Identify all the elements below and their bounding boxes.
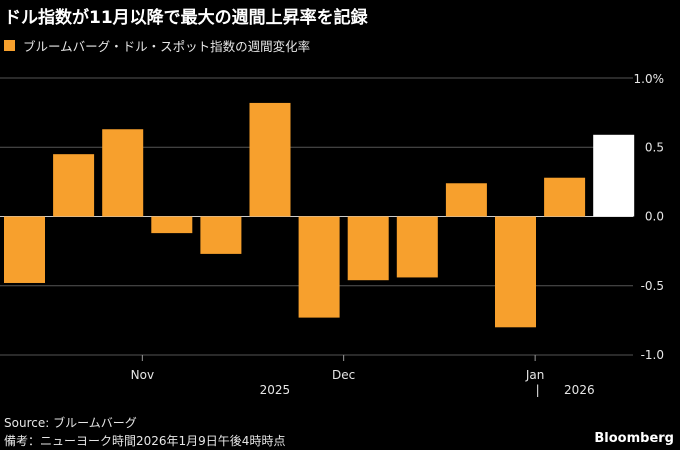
year-separator: | xyxy=(536,383,540,397)
y-tick-label: -1.0 xyxy=(641,348,664,362)
bar xyxy=(151,216,193,234)
y-tick-label: 0.5 xyxy=(645,140,664,154)
bar xyxy=(298,216,340,318)
bar xyxy=(593,134,635,217)
y-tick-label: 1.0% xyxy=(634,72,665,86)
bar xyxy=(495,216,536,328)
bloomberg-logo: Bloomberg xyxy=(594,431,674,446)
bar xyxy=(200,216,242,254)
legend: ブルームバーグ・ドル・スポット指数の週間変化率 xyxy=(4,36,310,55)
bar xyxy=(102,129,144,217)
y-tick-label: 0.0 xyxy=(645,210,664,224)
bar-chart: 1.0% 0.5 0.0 -0.5 -1.0 Nov Dec Jan 2025 2026 | xyxy=(0,72,665,397)
bar xyxy=(53,154,95,217)
x-tick-label: Nov xyxy=(131,368,154,382)
y-tick-label: -0.5 xyxy=(641,279,664,293)
timestamp-note: 備考：ニューヨーク時間2026年1月9日午後4時時点 xyxy=(4,434,286,448)
year-label: 2026 xyxy=(564,383,595,397)
year-label: 2025 xyxy=(260,383,291,397)
source-note: Source: ブルームバーグ xyxy=(4,416,137,430)
bar xyxy=(544,177,586,217)
bar xyxy=(347,216,389,281)
bar xyxy=(445,183,487,217)
legend-swatch xyxy=(4,40,15,51)
bar xyxy=(4,216,45,283)
bar xyxy=(249,102,291,217)
chart-title: ドル指数が11月以降で最大の週間上昇率を記録 xyxy=(4,8,368,28)
bar xyxy=(396,216,438,278)
x-tick-label: Jan xyxy=(525,368,545,382)
legend-label: ブルームバーグ・ドル・スポット指数の週間変化率 xyxy=(23,39,311,54)
x-tick-label: Dec xyxy=(332,368,355,382)
